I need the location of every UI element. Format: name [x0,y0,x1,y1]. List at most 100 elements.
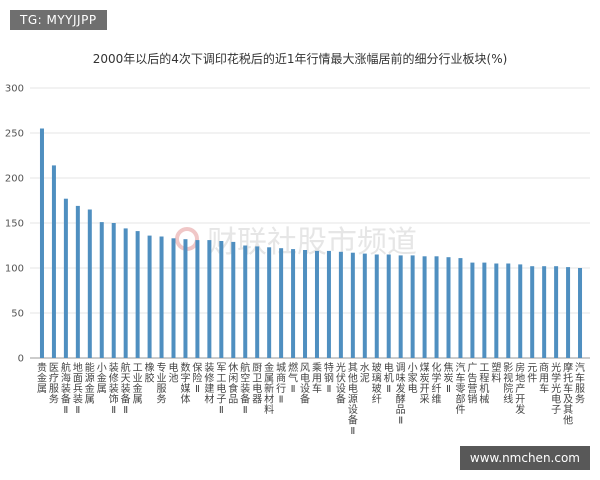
category-label: 能源金属 [85,361,95,406]
bar [111,223,116,358]
bar [566,267,571,358]
category-label: 化学纤维 [432,361,442,406]
category-label: 元件 [527,363,537,385]
bar [482,262,487,358]
category-label: 航空装备 Ⅱ [240,361,250,416]
category-label: 光学光电子 [551,361,561,416]
bar [458,258,463,358]
category-label: 摩托车及其他 [563,361,573,427]
bar [219,241,224,358]
category-label: 广告营销 [467,362,477,406]
bar [470,262,475,358]
category-label: 调味发酵品 Ⅱ [396,362,406,427]
bar [542,266,547,358]
bar [147,235,152,358]
y-tick-label: 200 [5,174,24,185]
bar [338,251,343,358]
bar [410,255,415,358]
bar [578,268,583,358]
category-label: 医疗服务 [49,362,59,406]
category-label: 厨卫电器 [252,362,262,406]
bar [303,250,308,358]
bar [171,238,176,358]
category-label: 玻璃玻纤 [372,361,382,406]
category-label: 风电设备 [300,362,310,406]
bar [530,266,535,358]
category-label: 小家电 [408,362,418,395]
y-tick-label: 100 [5,264,24,275]
y-tick-label: 0 [18,354,24,365]
bar [207,240,212,358]
category-label: 航天装备 Ⅱ [121,361,131,416]
category-label: 军工电子 Ⅱ [216,362,226,416]
category-label: 贵金属 [37,361,47,395]
bar [434,256,439,358]
bar [75,205,80,358]
category-label: 金属新材料 [264,361,274,416]
bar [135,231,140,358]
bar [362,253,367,358]
bar [279,248,284,358]
bar [231,241,236,358]
bar [87,209,92,358]
bar [183,239,188,358]
y-tick-label: 300 [5,84,24,95]
bar [123,228,128,358]
bar [350,252,355,358]
bar [255,246,260,358]
bar [291,249,296,358]
category-label: 其他电源设备 Ⅱ [348,362,358,437]
y-tick-label: 50 [11,309,24,320]
category-label: 地面兵装 Ⅱ [73,361,83,416]
bar [63,198,68,358]
bar [267,247,272,358]
bar [494,263,499,358]
bar [195,240,200,358]
category-label: 影视院线 [503,362,513,406]
bar [518,264,523,358]
bar [446,257,451,358]
category-label: 焦炭 Ⅱ [444,361,454,395]
category-label: 小金属 [97,362,107,395]
category-label: 商用车 [539,361,549,395]
bar [159,236,164,358]
bar [422,256,427,358]
category-label: 汽车零部件 [455,361,465,416]
bar [314,250,319,358]
category-label: 数字媒体 [180,361,190,406]
category-label: 光伏设备 [336,361,346,406]
category-label: 燃气 Ⅱ [288,361,298,395]
corner-tag: TG: MYYJJPP [10,10,107,30]
bar [386,254,391,358]
category-label: 休闲食品 [228,362,238,406]
bar [506,263,511,358]
category-label: 煤炭开采 [420,361,430,406]
bar [51,165,56,358]
category-label: 乘用车 [312,362,322,395]
category-label: 航海装备 Ⅱ [61,361,71,416]
category-label: 工程机械 [479,363,489,406]
y-tick-label: 150 [5,219,24,230]
category-label: 房地产开发 [515,361,525,416]
category-label: 保险 Ⅱ [192,361,202,395]
category-label: 特钢 Ⅱ [324,362,334,395]
category-label: 装修建材 [204,361,214,406]
category-label: 橡胶 [145,361,155,385]
category-label: 城商行 Ⅱ [276,362,286,406]
footer-tag: www.nmchen.com [459,446,590,470]
category-label: 电机 Ⅱ [384,361,394,395]
category-label: 电池 [169,361,179,385]
category-label: 塑料 [491,362,501,385]
category-label: 装修装饰 Ⅱ [109,361,119,416]
bar [554,266,559,358]
chart-title: 2000年以后的4次下调印花税后的近1年行情最大涨幅居前的细分行业板块(%) [92,52,508,66]
category-label: 专业服务 [157,361,167,406]
bar [39,128,44,358]
bar [374,254,379,358]
category-label: 工业金属 [133,363,143,406]
category-label: 汽车服务 [575,361,585,406]
bar [326,250,331,358]
bar [99,222,104,358]
bar [398,255,403,358]
